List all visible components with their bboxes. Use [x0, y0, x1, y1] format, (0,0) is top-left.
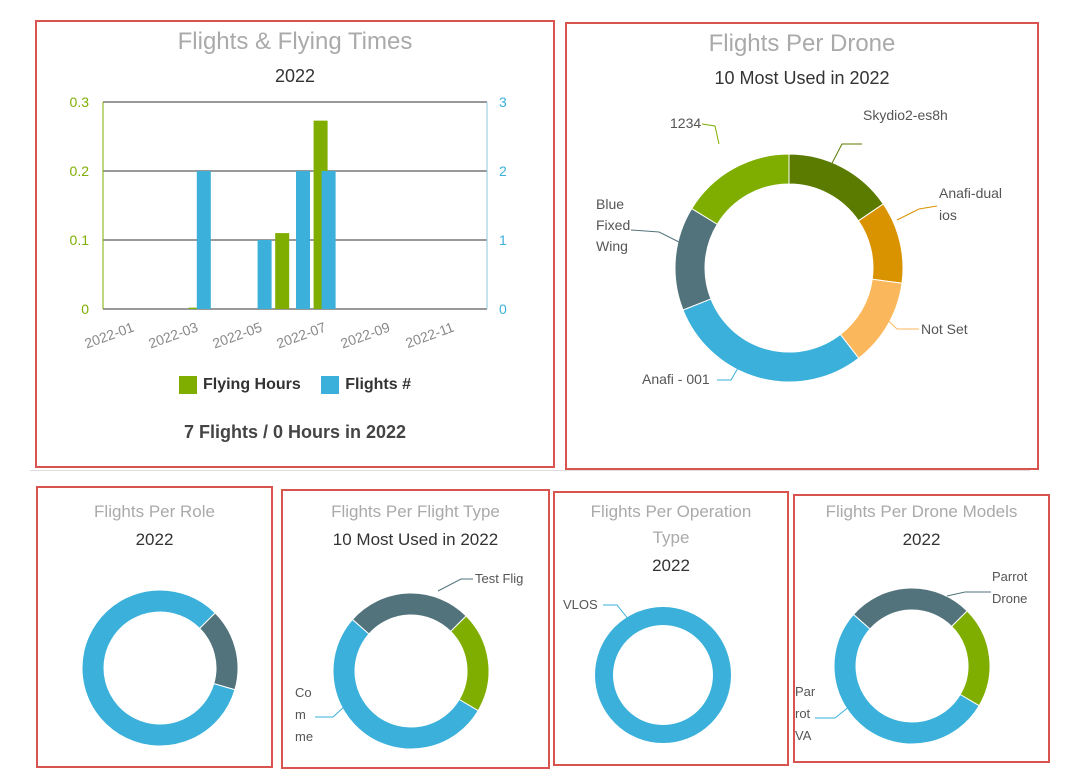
x-tick-label: 2022-11: [403, 319, 456, 351]
donut-slice[interactable]: [857, 203, 904, 284]
slice-label: Skydio2-es8h: [863, 107, 948, 123]
per-role-donut: [81, 589, 239, 747]
per-drone-panel: Flights Per Drone 10 Most Used in 2022 S…: [565, 22, 1039, 470]
panel-title: Flights Per Drone: [708, 30, 896, 57]
x-tick-label: 2022-05: [210, 319, 264, 352]
legend-item-flying-hours[interactable]: Flying Hours: [178, 376, 301, 394]
panel-title: Flights & Flying Times: [177, 28, 413, 55]
panel-title-line2: Type: [652, 528, 690, 547]
slice-label: Test Flig: [475, 571, 523, 586]
donut-slice[interactable]: [81, 589, 236, 747]
slice-label: Co: [295, 685, 312, 700]
donut-slice[interactable]: [950, 610, 991, 707]
x-tick-label: 2022-03: [146, 319, 200, 352]
donut-slice[interactable]: [595, 607, 731, 743]
slice-label: 1234: [670, 115, 701, 131]
bar-flights[interactable]: [257, 240, 272, 309]
panel-title: Flights Per Operation: [590, 502, 752, 521]
slice-label: Drone: [992, 591, 1027, 606]
y-right-tick-label: 3: [499, 94, 507, 110]
slice-label: Not Set: [921, 321, 968, 337]
slice-label: Blue: [596, 196, 624, 212]
donut-slice[interactable]: [351, 592, 467, 635]
slice-label: rot: [795, 706, 811, 721]
legend-item-flights[interactable]: Flights #: [321, 376, 411, 394]
donut-labels: Skydio2-es8h Anafi-dual ios Not Set Anaf…: [596, 107, 1002, 387]
x-tick-label: 2022-09: [338, 319, 392, 352]
slice-label: Anafi-dual: [939, 185, 1002, 201]
bar-flights[interactable]: [321, 171, 336, 309]
label-leader: [828, 143, 862, 170]
per-role-panel: Flights Per Role 2022: [36, 486, 273, 768]
donut-slice[interactable]: [332, 618, 479, 750]
per-operation-type-donut: VLOS: [563, 597, 731, 743]
donut-slice[interactable]: [449, 615, 490, 712]
donut-slice[interactable]: [198, 612, 239, 691]
slice-label: VA: [795, 728, 812, 743]
slice-label: Parrot: [992, 569, 1028, 584]
per-drone-models-panel: Flights Per Drone Models 2022 Parrot Dro…: [793, 494, 1050, 763]
per-drone-models-donut: Parrot Drone Par rot VA: [795, 569, 1028, 745]
panel-title: Flights Per Role: [94, 502, 215, 521]
y-right-tick-label: 1: [499, 232, 507, 248]
y-left-tick-label: 0.1: [70, 232, 90, 248]
donut-slice[interactable]: [674, 207, 718, 311]
y-left-tick-label: 0: [81, 301, 89, 317]
panel-subtitle: 2022: [652, 556, 690, 575]
flights-bar-chart: 0 0.1 0.2 0.3 0 1 2 3 2022-01 2022-03 2022-05 2022-…: [70, 94, 507, 352]
panel-subtitle: 2022: [274, 66, 316, 86]
donut-slice[interactable]: [682, 298, 860, 383]
label-leader: [878, 311, 919, 330]
bar-flights[interactable]: [296, 171, 310, 309]
section-divider: [30, 470, 1030, 471]
slice-label: Fixed: [596, 217, 630, 233]
donut-slice[interactable]: [833, 613, 980, 745]
legend-swatch: [321, 376, 340, 394]
label-leader: [315, 705, 346, 718]
donut-slice[interactable]: [788, 153, 884, 222]
panel-subtitle: 2022: [902, 530, 941, 549]
panel-subtitle: 10 Most Used in 2022: [714, 68, 890, 88]
slice-label: Anafi - 001: [642, 371, 710, 387]
label-leader: [630, 229, 684, 245]
label-leader: [701, 123, 720, 145]
per-operation-type-panel: Flights Per Operation Type 2022 VLOS: [553, 491, 789, 766]
slice-label: m: [295, 707, 306, 722]
panel-subtitle: 10 Most Used in 2022: [332, 530, 499, 549]
panel-subtitle: 2022: [135, 530, 174, 549]
label-leader: [437, 578, 473, 592]
slice-label: me: [295, 729, 313, 744]
slice-label: Wing: [596, 238, 628, 254]
x-tick-label: 2022-07: [274, 319, 328, 352]
chart-legend: Flying Hours Flights #: [37, 376, 553, 399]
label-leader: [815, 705, 851, 719]
panel-title: Flights Per Drone Models: [825, 502, 1018, 521]
label-leader: [717, 355, 746, 381]
legend-label: Flying Hours: [202, 376, 301, 393]
flights-times-panel: Flights & Flying Times 2022 0 0.1 0.2 0.3 0 1…: [35, 20, 555, 468]
panel-title: Flights Per Flight Type: [331, 502, 500, 521]
label-leader: [603, 604, 630, 621]
bar-flying-hours[interactable]: [188, 307, 203, 309]
slice-label: ios: [939, 207, 957, 223]
y-right-tick-label: 2: [499, 163, 507, 179]
y-right-tick-label: 0: [499, 301, 507, 317]
donut-slice[interactable]: [852, 587, 968, 630]
bar-flying-hours[interactable]: [275, 233, 290, 309]
x-tick-label: 2022-01: [82, 319, 136, 352]
bar-flights[interactable]: [196, 171, 211, 309]
y-left-tick-label: 0.3: [70, 94, 90, 110]
label-leader: [896, 205, 938, 221]
label-leader: [946, 591, 991, 597]
donut-slice[interactable]: [691, 153, 790, 225]
per-flight-type-panel: Flights Per Flight Type 10 Most Used in …: [281, 489, 550, 769]
per-drone-donut: Skydio2-es8h Anafi-dual ios Not Set Anaf…: [596, 107, 1002, 387]
legend-label: Flights #: [345, 376, 411, 393]
slice-label: VLOS: [563, 597, 598, 612]
legend-swatch: [178, 376, 197, 394]
slice-label: Par: [795, 684, 816, 699]
y-left-tick-label: 0.2: [70, 163, 90, 179]
flights-summary: 7 Flights / 0 Hours in 2022: [183, 422, 407, 442]
per-flight-type-donut: Test Flig Co m me: [295, 571, 523, 750]
